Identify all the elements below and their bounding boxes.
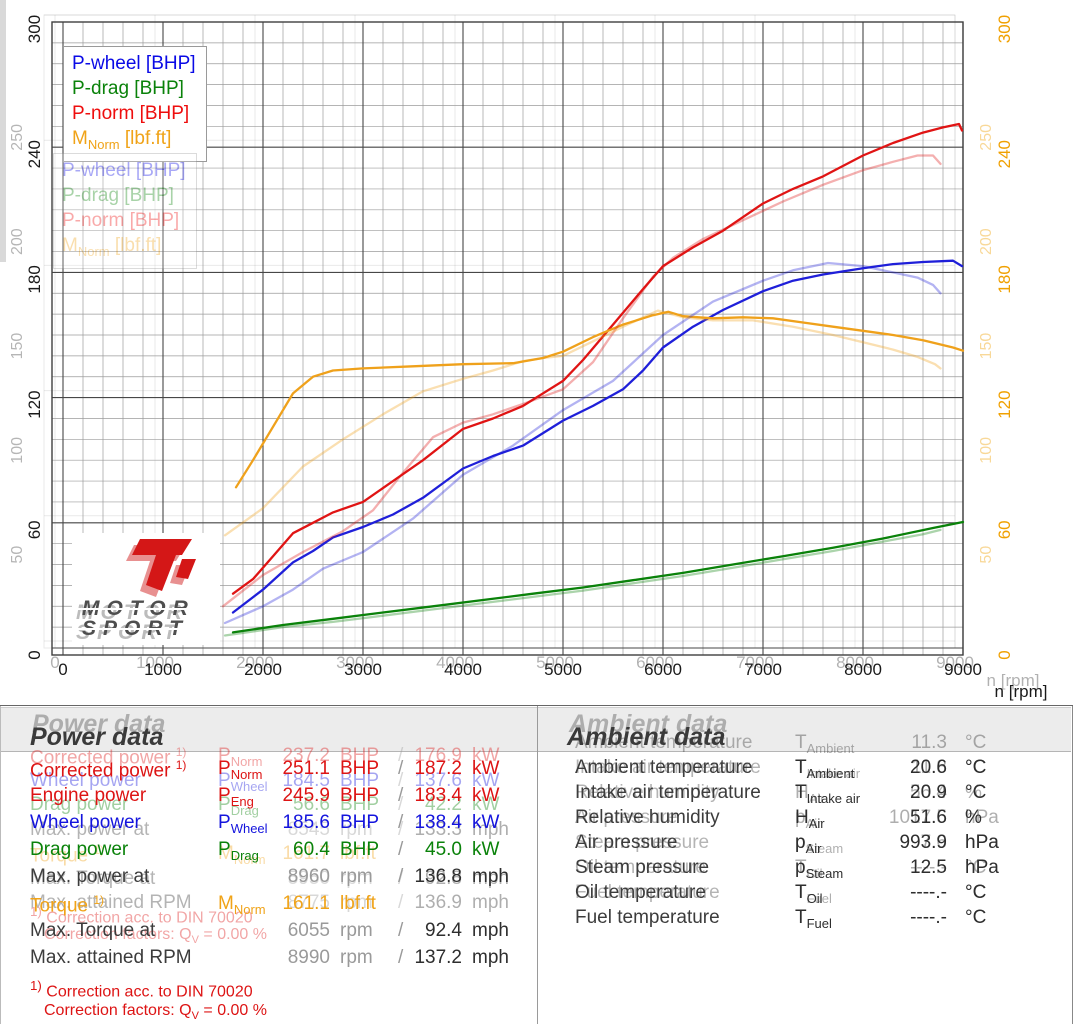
ambient-table-previous-run: Ambient temperature TAmbient 11.3 °C Intake … [575, 732, 999, 906]
x-tick-ghost: 9000 [936, 653, 974, 672]
dyno-chart-panel: 0 0 1000 1000 2000 2000 3000 3000 4000 4000 5000 50… [9, 14, 1048, 701]
plot-border [51, 21, 964, 656]
ti-logo-glyph [126, 539, 196, 597]
series-p-norm-[bhp]-previous [221, 154, 942, 608]
legend-item: P-norm [BHP] [72, 103, 190, 124]
legend-item: MNorm [lbf.ft] [62, 235, 162, 259]
series-m-norm-[lbf.ft]-current [234, 310, 965, 489]
y-right-tick: 180 [995, 265, 1014, 293]
series-p-wheel-[bhp]-current [231, 259, 964, 614]
ambient-table-current-run: Ambient temperature TAmbient 20.6 °C Intake … [575, 757, 999, 931]
ambient-data-header-ghost: Ambient data [569, 710, 728, 738]
y-left-tick-ghost: 100 [9, 437, 26, 464]
x-tick: 9000 [944, 660, 982, 679]
legend-item: MNorm [lbf.ft] [72, 128, 172, 152]
x-tick: 6000 [644, 660, 682, 679]
y-right-tick: 120 [995, 390, 1014, 418]
x-tick-ghost: 6000 [636, 653, 674, 672]
legend-current-run[interactable]: P-wheel [BHP] P-drag [BHP] P-norm [BHP] MNo… [63, 46, 207, 162]
y-right-tick: 240 [995, 140, 1014, 168]
ambient-data-header: Ambient data [567, 723, 726, 751]
y-right-tick: 60 [995, 520, 1014, 539]
x-tick: 1000 [144, 660, 182, 679]
x-axis-title-ghost: n [rpm] [987, 671, 1040, 690]
x-tick: 3000 [344, 660, 382, 679]
y-left-tick-ghost: 200 [9, 228, 26, 255]
y-left-tick: 60 [25, 520, 44, 539]
y-left-tick: 120 [25, 390, 44, 418]
series-p-drag-[bhp]-current [231, 520, 965, 634]
motorsport-logo: MOTOR SPORT [72, 533, 220, 645]
x-tick-ghost: 0 [50, 653, 59, 672]
y-right-tick-ghost: 50 [978, 546, 995, 564]
x-tick-ghost: 3000 [336, 653, 374, 672]
correction-footnote-line1: 1) Correction acc. to DIN 70020 [30, 978, 253, 1001]
y-right-tick-ghost: 100 [978, 437, 995, 464]
y-left-tick-ghost: 150 [9, 333, 26, 360]
power-table-previous-run: Corrected power 1) PNorm 237.2 BHP/176.9 kW W… [30, 745, 509, 947]
legend-item: P-drag [BHP] [72, 78, 184, 99]
y-left-tick: 0 [25, 650, 44, 659]
y-right-tick-ghost: 250 [978, 124, 995, 151]
x-tick-ghost: 2000 [236, 653, 274, 672]
legend-previous-run[interactable]: P-wheel [BHP] P-drag [BHP] P-norm [BHP] MNo… [53, 153, 197, 269]
legend-item: P-norm [BHP] [62, 210, 180, 231]
y-left-tick: 300 [25, 15, 44, 43]
window-edge-strip [0, 0, 6, 262]
y-left-tick: 180 [25, 265, 44, 293]
legend-item: P-wheel [BHP] [62, 160, 186, 181]
correction-footnote-line2: Correction factors: QV = 0.00 % [44, 926, 267, 947]
x-tick-ghost: 7000 [736, 653, 774, 672]
power-table-current-run: Corrected power 1) PNorm 251.1 BHP/187.2 kW E… [30, 758, 509, 1023]
power-data-header-ghost: Power data [32, 710, 166, 738]
x-tick: 5000 [544, 660, 582, 679]
x-tick: 8000 [844, 660, 882, 679]
series-p-norm-[bhp]-current [231, 122, 964, 595]
logo-stripe [76, 608, 216, 610]
y-right-tick: 300 [995, 15, 1014, 43]
data-panel: Power data Power data Ambient data Ambie… [0, 705, 1073, 1024]
x-tick: 4000 [444, 660, 482, 679]
section-header-band [0, 707, 1071, 752]
x-tick-ghost: 5000 [536, 653, 574, 672]
x-tick-ghost: 4000 [436, 653, 474, 672]
x-tick: 0 [58, 660, 67, 679]
y-right-tick-ghost: 150 [978, 333, 995, 360]
logo-stripe [76, 628, 216, 630]
y-left-tick: 240 [25, 140, 44, 168]
x-tick: 7000 [744, 660, 782, 679]
series-m-norm-[lbf.ft]-previous [223, 309, 942, 537]
x-axis-title: n [rpm] [995, 682, 1048, 701]
y-right-tick: 0 [995, 650, 1014, 659]
y-left-tick-ghost: 50 [9, 546, 26, 564]
series-p-drag-[bhp]-previous [223, 528, 942, 637]
correction-footnote-line2: Correction factors: QV = 0.00 % [44, 1002, 267, 1023]
y-left-tick-ghost: 250 [9, 124, 26, 151]
legend-item: P-drag [BHP] [62, 185, 174, 206]
legend-item: P-wheel [BHP] [72, 53, 196, 74]
y-right-tick-ghost: 200 [978, 228, 995, 255]
section-divider [537, 706, 538, 1024]
x-tick-ghost: 8000 [836, 653, 874, 672]
power-data-header: Power data [30, 723, 164, 751]
x-tick: 2000 [244, 660, 282, 679]
series-p-wheel-[bhp]-previous [223, 261, 942, 625]
x-tick-ghost: 1000 [136, 653, 174, 672]
correction-footnote-line1: 1) Correction acc. to DIN 70020 [30, 904, 253, 927]
